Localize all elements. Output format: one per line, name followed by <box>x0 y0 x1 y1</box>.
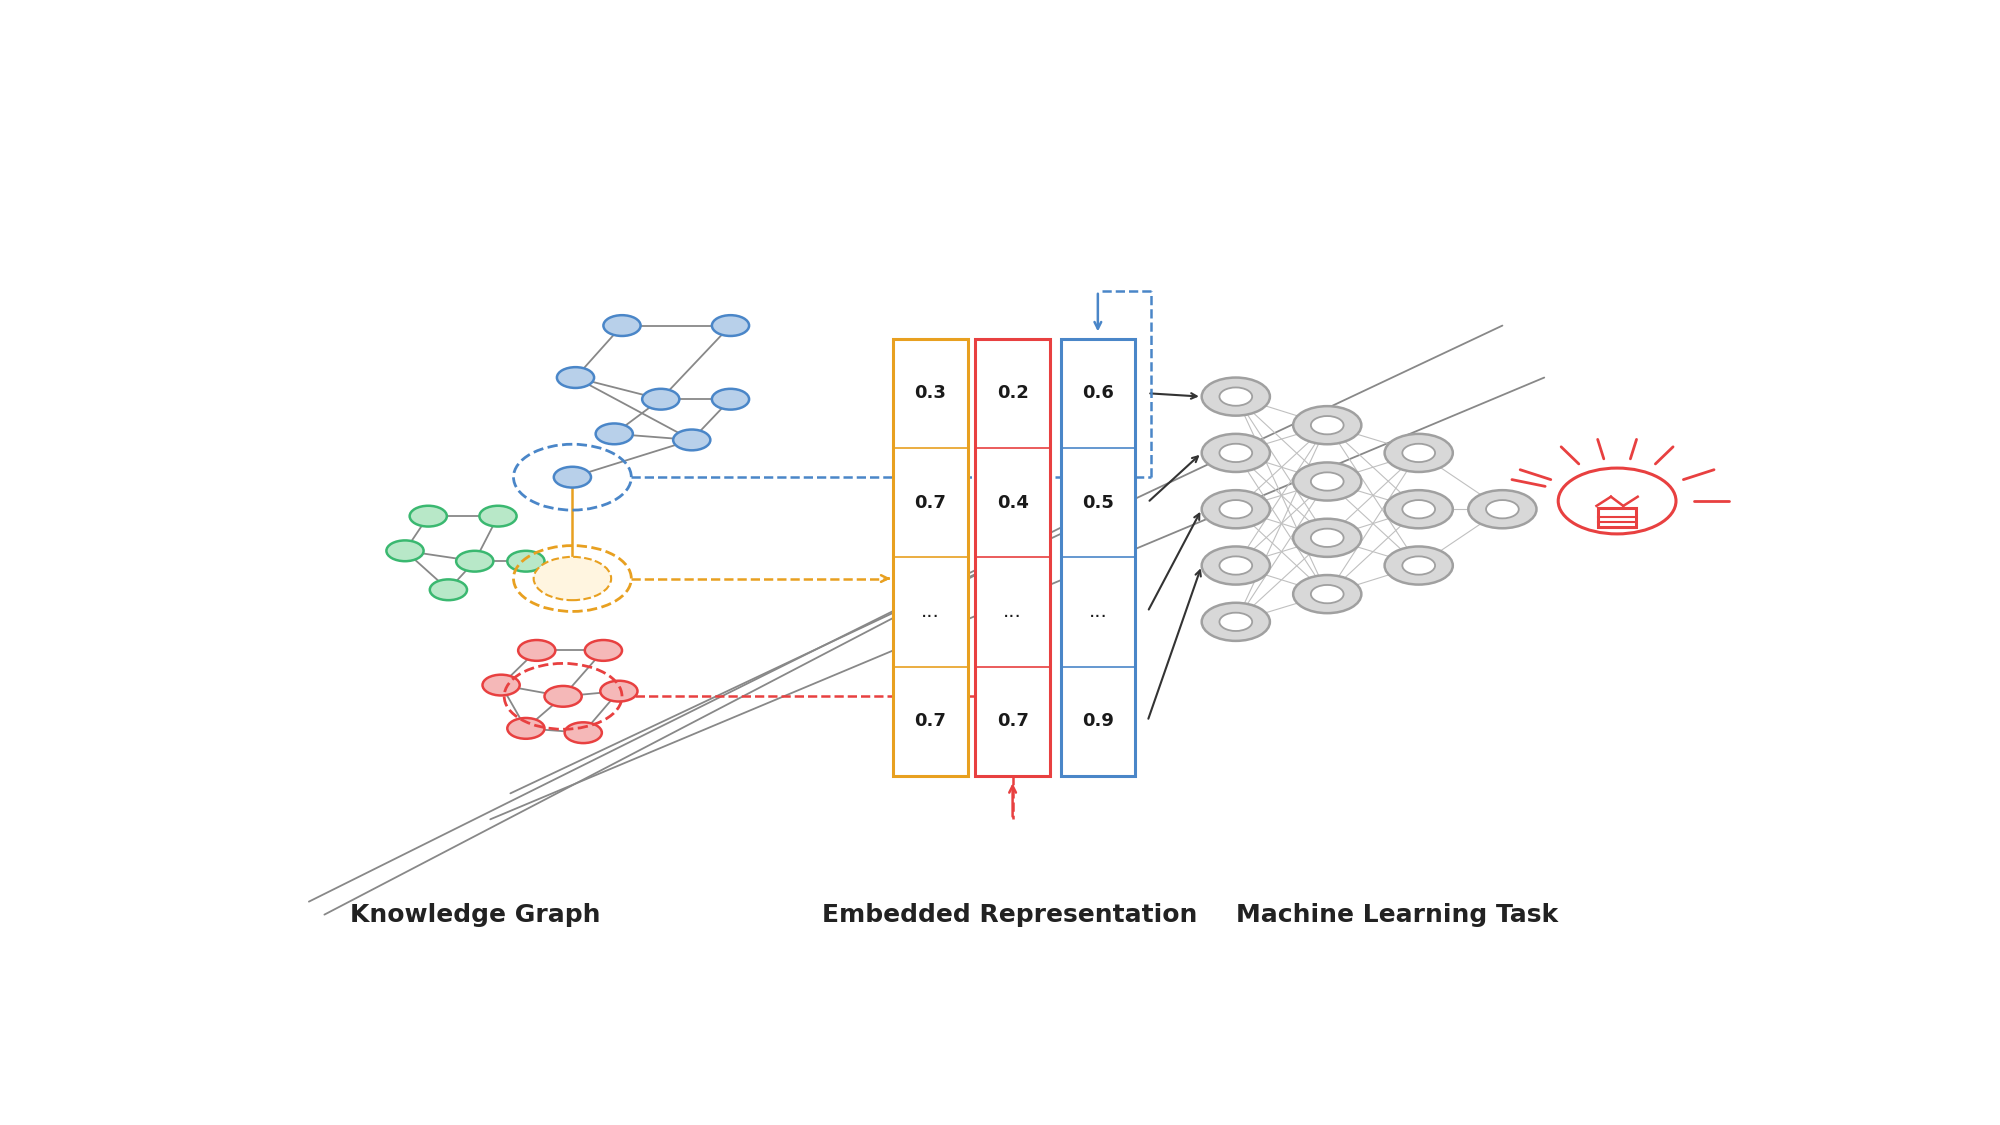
Circle shape <box>712 315 750 336</box>
Circle shape <box>534 557 612 600</box>
Text: 0.3: 0.3 <box>914 385 946 403</box>
Circle shape <box>1220 613 1252 631</box>
Circle shape <box>386 540 424 561</box>
Circle shape <box>1294 462 1362 501</box>
Circle shape <box>1220 501 1252 519</box>
Text: 0.7: 0.7 <box>914 712 946 730</box>
Text: 0.5: 0.5 <box>1082 494 1114 512</box>
Circle shape <box>556 367 594 388</box>
Circle shape <box>554 467 592 487</box>
Text: ...: ... <box>1088 603 1108 621</box>
FancyBboxPatch shape <box>1060 339 1136 776</box>
Circle shape <box>596 423 632 444</box>
Circle shape <box>430 579 468 600</box>
Circle shape <box>544 686 582 706</box>
Circle shape <box>1310 416 1344 434</box>
Circle shape <box>1468 490 1536 529</box>
Text: ...: ... <box>922 603 940 621</box>
Text: 0.4: 0.4 <box>996 494 1028 512</box>
Circle shape <box>600 681 638 702</box>
Circle shape <box>1202 603 1270 641</box>
Circle shape <box>508 718 544 739</box>
Circle shape <box>518 640 556 660</box>
Circle shape <box>604 315 640 336</box>
Circle shape <box>482 675 520 695</box>
Circle shape <box>480 506 516 526</box>
Circle shape <box>1402 443 1436 462</box>
Circle shape <box>1310 585 1344 603</box>
Circle shape <box>1202 490 1270 529</box>
Circle shape <box>1202 434 1270 472</box>
Circle shape <box>1384 434 1452 472</box>
Text: Machine Learning Task: Machine Learning Task <box>1236 902 1558 927</box>
Circle shape <box>1294 575 1362 613</box>
FancyBboxPatch shape <box>976 339 1050 776</box>
Circle shape <box>584 640 622 660</box>
Circle shape <box>1310 472 1344 490</box>
Text: ...: ... <box>1004 603 1022 621</box>
Circle shape <box>1294 519 1362 557</box>
Circle shape <box>1220 387 1252 406</box>
Circle shape <box>456 551 494 572</box>
Text: 0.7: 0.7 <box>914 494 946 512</box>
Circle shape <box>1220 557 1252 575</box>
Text: Knowledge Graph: Knowledge Graph <box>350 902 600 927</box>
Circle shape <box>1294 406 1362 444</box>
Circle shape <box>564 722 602 744</box>
Circle shape <box>1310 529 1344 547</box>
Circle shape <box>712 389 750 409</box>
Circle shape <box>1558 468 1676 534</box>
FancyBboxPatch shape <box>894 339 968 776</box>
Text: 0.9: 0.9 <box>1082 712 1114 730</box>
Circle shape <box>1202 547 1270 585</box>
Circle shape <box>642 389 680 409</box>
Text: 0.7: 0.7 <box>996 712 1028 730</box>
Circle shape <box>410 506 446 526</box>
Circle shape <box>1384 547 1452 585</box>
FancyBboxPatch shape <box>1598 507 1636 528</box>
Circle shape <box>674 430 710 450</box>
Circle shape <box>1402 557 1436 575</box>
Text: 0.6: 0.6 <box>1082 385 1114 403</box>
Circle shape <box>1384 490 1452 529</box>
Circle shape <box>1486 501 1518 519</box>
Circle shape <box>1402 501 1436 519</box>
Circle shape <box>508 551 544 572</box>
Circle shape <box>1220 443 1252 462</box>
Text: 0.2: 0.2 <box>996 385 1028 403</box>
Circle shape <box>1202 378 1270 415</box>
Text: Embedded Representation: Embedded Representation <box>822 902 1198 927</box>
